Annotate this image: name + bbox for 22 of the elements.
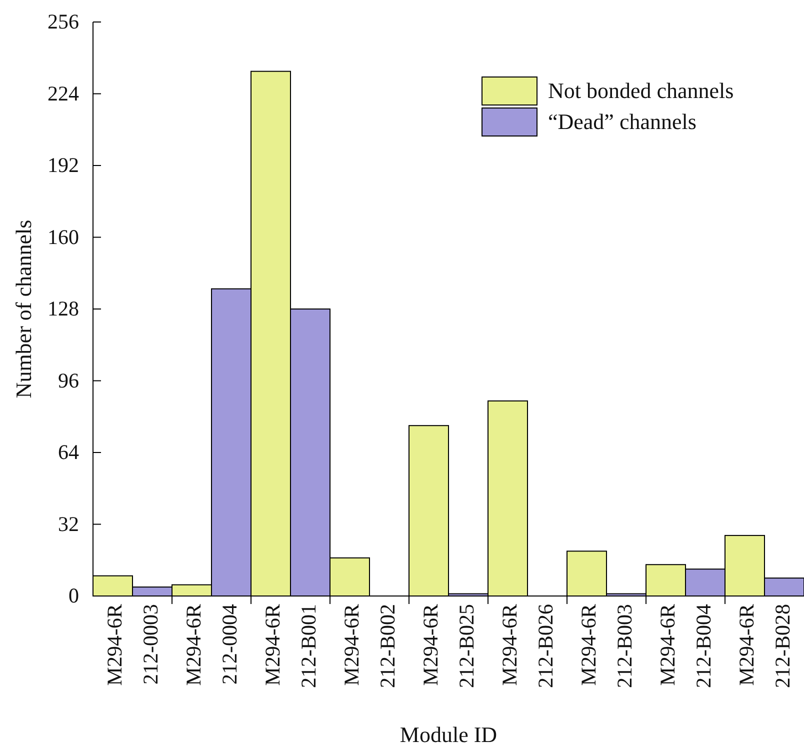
x-tick-label: M294-6R 212-B003 — [576, 604, 636, 688]
x-tick-label: M294-6R 212-0004 — [182, 604, 242, 686]
y-axis-title: Number of channels — [11, 220, 36, 398]
y-tick-label: 128 — [48, 296, 79, 321]
x-tick-label: M294-6R 212-B028 — [734, 604, 794, 688]
x-tick-label: M294-6R 212-B004 — [656, 604, 716, 688]
y-tick-label: 160 — [48, 224, 79, 249]
y-tick-label: 96 — [58, 368, 79, 392]
legend-label: “Dead” channels — [548, 109, 696, 134]
y-tick-label: 0 — [68, 584, 79, 608]
y-tick-label: 32 — [58, 512, 79, 536]
x-tick-label: M294-6R 212-B025 — [418, 604, 478, 688]
x-tick-label: M294-6R 212-B002 — [340, 604, 400, 688]
y-tick-label: 192 — [48, 153, 79, 178]
x-tick-label: M294-6R 212-0003 — [102, 604, 162, 686]
x-axis-title: Module ID — [400, 722, 498, 747]
legend-label: Not bonded channels — [548, 78, 734, 103]
y-tick-label: 224 — [48, 81, 80, 106]
y-tick-label: 64 — [58, 440, 80, 464]
x-tick-label: M294-6R 212-B026 — [498, 604, 558, 688]
y-tick-label: 256 — [48, 10, 79, 34]
x-tick-label: M294-6R 212-B001 — [260, 604, 320, 688]
